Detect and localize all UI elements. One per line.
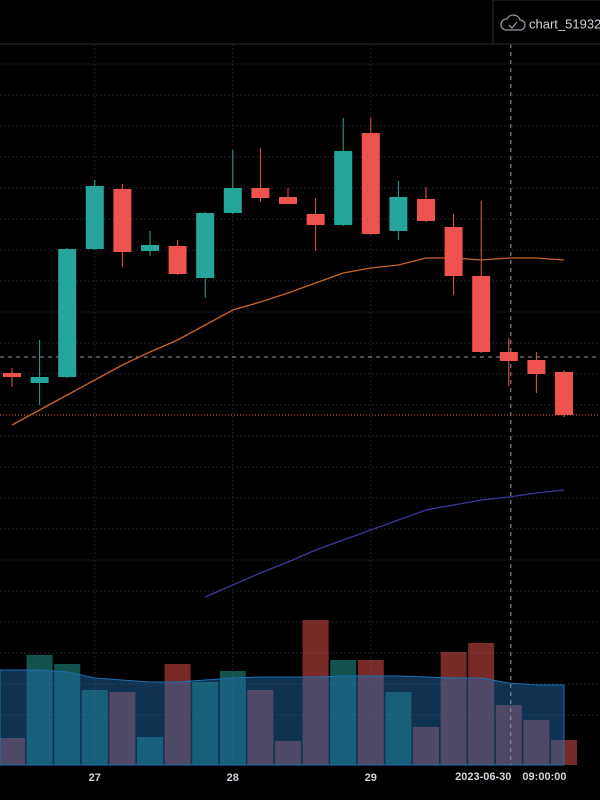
candle-body: [555, 372, 573, 415]
cloud-icon: [500, 14, 526, 31]
candle-body: [361, 133, 380, 234]
candle-body: [168, 246, 187, 274]
volume-bar: [523, 720, 550, 765]
volume-bar: [109, 692, 136, 765]
candle-body: [113, 189, 132, 252]
x-tick-label: 27: [89, 772, 101, 784]
grid: [0, 44, 600, 765]
x-tick-label: 28: [227, 772, 239, 784]
ma-fast-line: [11, 257, 565, 426]
candle-body: [251, 188, 270, 198]
candle-body: [389, 197, 408, 231]
time-axis: 27 28 29 2023-06-30 09:00:00: [89, 767, 567, 787]
volume-bar: [440, 652, 467, 765]
volume-bar: [137, 737, 163, 765]
volume-bar: [81, 690, 108, 765]
volume-bar: [247, 690, 274, 765]
candle-body: [3, 373, 21, 377]
candle-body: [141, 245, 159, 251]
volume-pane: [0, 620, 577, 766]
source-label: chart_51932: [529, 16, 600, 31]
candle-body: [527, 360, 546, 374]
volume-bar: [192, 682, 219, 765]
candle-body: [30, 377, 49, 383]
candle-body: [417, 199, 435, 221]
candle-body: [444, 227, 463, 276]
volume-bar: [385, 692, 412, 765]
volume-bar: [302, 620, 329, 765]
candle-body: [196, 213, 215, 278]
crosshair-label-bg: [450, 767, 567, 787]
volume-bar: [54, 664, 81, 765]
volume-ma-area: [0, 669, 565, 766]
volume-bar: [0, 738, 25, 765]
candle-body: [306, 214, 325, 225]
volume-bar: [468, 643, 495, 765]
x-tick-label: 29: [365, 772, 377, 784]
price-pane: [0, 44, 600, 765]
candle-body: [279, 197, 297, 204]
volume-bar: [330, 660, 357, 765]
candle-body: [472, 276, 491, 352]
candle-body: [334, 151, 353, 225]
volume-bar: [164, 664, 191, 765]
volume-bar: [357, 660, 384, 765]
volume-bar: [219, 671, 246, 765]
candle-body: [58, 249, 77, 377]
volume-bar: [413, 727, 439, 765]
crosshair-label: 2023-06-30 09:00:00: [455, 771, 566, 783]
volume-bar: [26, 655, 53, 765]
volume-bar: [275, 741, 301, 765]
volume-bar: [495, 705, 522, 765]
ma-slow-line: [204, 489, 565, 598]
source-box: [492, 0, 600, 45]
candle-body: [499, 352, 518, 361]
candle-body: [85, 186, 104, 249]
candle-body: [223, 188, 242, 213]
